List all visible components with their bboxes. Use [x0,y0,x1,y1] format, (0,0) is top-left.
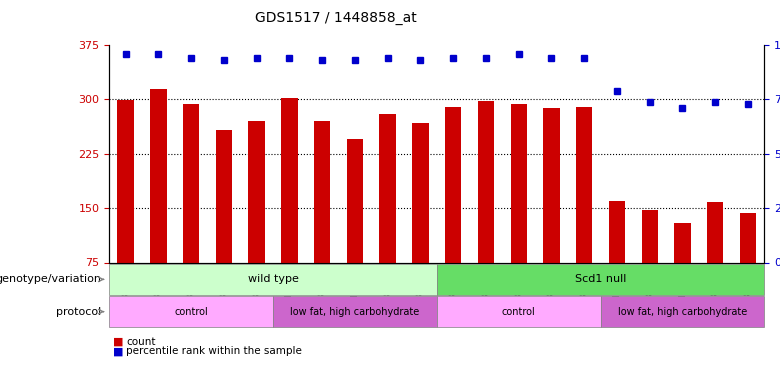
Bar [510,104,526,262]
Bar [379,114,395,262]
Bar [477,101,494,262]
Text: GDS1517 / 1448858_at: GDS1517 / 1448858_at [254,11,417,25]
Bar [118,100,134,262]
Text: control: control [502,307,536,316]
Text: percentile rank within the sample: percentile rank within the sample [126,346,302,356]
Bar [707,202,723,262]
Text: Scd1 null: Scd1 null [575,274,626,284]
Text: count: count [126,337,156,347]
Text: low fat, high carbohydrate: low fat, high carbohydrate [290,307,420,316]
Bar [576,106,592,262]
Bar [543,108,559,262]
Text: wild type: wild type [247,274,299,284]
Text: genotype/variation: genotype/variation [0,274,101,284]
Bar [445,106,461,262]
Bar [641,210,658,262]
Bar [608,201,625,262]
Bar [281,98,297,262]
Bar [215,130,232,262]
Bar [150,88,167,262]
Text: ■: ■ [113,346,123,356]
Text: control: control [174,307,208,316]
Bar [346,139,363,262]
Bar [314,121,330,262]
Bar [412,123,428,262]
Text: low fat, high carbohydrate: low fat, high carbohydrate [618,307,747,316]
Bar [183,104,200,262]
Bar [248,121,264,262]
Bar [674,223,690,262]
Bar [739,213,756,262]
Text: ■: ■ [113,337,123,347]
Text: protocol: protocol [56,307,101,316]
